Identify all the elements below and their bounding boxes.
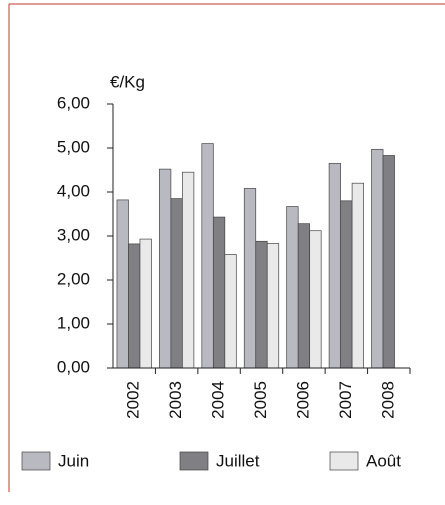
legend-label: Juin [58, 451, 89, 470]
x-tick-label: 2003 [166, 381, 185, 419]
bar [224, 254, 237, 369]
bar [139, 238, 152, 369]
legend-label: Juillet [216, 451, 260, 470]
bar [266, 243, 280, 369]
x-tick-label: 2004 [209, 381, 228, 419]
bar [170, 198, 183, 369]
bar [297, 223, 311, 369]
y-tick-label: 5,00 [57, 137, 90, 156]
legend-swatch [21, 451, 51, 471]
bar [328, 163, 341, 369]
x-tick-label: 2002 [124, 381, 143, 419]
legend-swatch [179, 451, 209, 471]
x-tick-label: 2007 [336, 381, 355, 419]
y-tick-label: 6,00 [57, 93, 90, 112]
y-tick-label: 3,00 [57, 225, 90, 244]
bar [371, 148, 384, 369]
y-axis-unit: €/Kg [110, 72, 145, 91]
x-tick-label: 2008 [378, 381, 397, 419]
bar [128, 243, 141, 369]
bar [309, 230, 322, 369]
y-tick-label: 2,00 [57, 269, 90, 288]
bar [201, 143, 214, 369]
x-tick-label: 2006 [293, 381, 312, 419]
bar [212, 216, 226, 369]
y-tick-label: 1,00 [57, 313, 90, 332]
bar [382, 155, 395, 369]
bar [340, 200, 353, 369]
y-tick-label: 0,00 [57, 357, 90, 376]
legend-label: Août [366, 451, 401, 470]
bar [182, 171, 195, 369]
y-tick-label: 4,00 [57, 181, 90, 200]
bar [351, 182, 364, 369]
bar [286, 206, 299, 369]
x-tick-label: 2005 [251, 381, 270, 419]
bar [116, 199, 129, 369]
bar [159, 168, 172, 369]
bar [255, 240, 268, 369]
bar [243, 188, 257, 369]
legend-swatch [329, 451, 359, 471]
